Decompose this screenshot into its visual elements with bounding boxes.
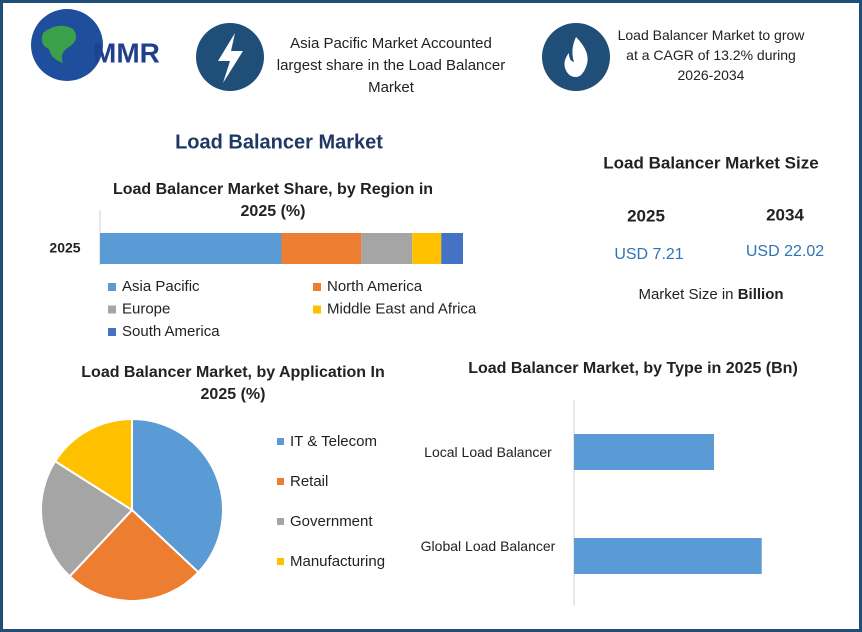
- legend-label: Manufacturing: [290, 553, 385, 570]
- legend-label: Government: [290, 513, 373, 530]
- chart-title: Load Balancer Market Share, by Region in…: [112, 181, 434, 220]
- legend-label: Middle East and Africa: [327, 300, 477, 317]
- main-title: Load Balancer Market: [175, 131, 383, 153]
- legend-swatch: [277, 558, 284, 565]
- size-title: Load Balancer Market Size: [603, 153, 818, 172]
- category-label: Global Load Balancer: [420, 538, 556, 554]
- graphics: MMR Load Balancer Market Load Balancer M…: [31, 9, 824, 606]
- bar: [574, 538, 762, 574]
- chart-title: Load Balancer Market, by Application In …: [81, 364, 385, 403]
- legend-label: Asia Pacific: [122, 278, 200, 295]
- note-unit: Billion: [738, 286, 784, 303]
- legend-label: IT & Telecom: [290, 433, 377, 450]
- legend-label: North America: [327, 278, 423, 295]
- legend-swatch: [108, 305, 116, 314]
- flame-icon: [564, 37, 588, 77]
- legend-swatch: [108, 328, 116, 336]
- fact-text: Asia Pacific Market Accounted largest sh…: [276, 35, 506, 96]
- bar-segment: [361, 233, 413, 264]
- legend-swatch: [108, 283, 116, 291]
- logo-text: MMR: [93, 37, 160, 68]
- size-year: 2025: [627, 206, 665, 225]
- category-label: Local Load Balancer: [424, 444, 552, 460]
- pie-slice: [131, 417, 224, 574]
- legend-swatch: [313, 305, 321, 314]
- pie-slice: [53, 417, 133, 512]
- size-year: 2034: [766, 205, 804, 224]
- category-label: 2025: [49, 240, 80, 256]
- size-value: USD 22.02: [746, 243, 824, 260]
- bar: [574, 434, 714, 470]
- size-value: USD 7.21: [614, 246, 683, 263]
- legend-swatch: [277, 518, 284, 525]
- legend-swatch: [277, 478, 284, 485]
- size-note: Market Size in Billion: [638, 286, 783, 303]
- lightning-icon: [218, 33, 243, 83]
- legend-label: Europe: [122, 300, 170, 317]
- fact-text: Load Balancer Market to grow at a CAGR o…: [617, 27, 805, 83]
- legend-label: Retail: [290, 473, 328, 490]
- bar-segment: [281, 233, 362, 264]
- pie-slice: [40, 459, 134, 578]
- bar-segment: [441, 233, 463, 264]
- pie-slice: [68, 508, 200, 602]
- legend-swatch: [277, 438, 284, 445]
- note-text: Market Size in: [638, 286, 733, 303]
- bar-segment: [100, 233, 282, 264]
- legend-swatch: [313, 283, 321, 291]
- chart-title: Load Balancer Market, by Type in 2025 (B…: [468, 360, 798, 377]
- logo-land: [41, 25, 77, 63]
- legend-label: South America: [122, 323, 220, 340]
- bar-segment: [412, 233, 442, 264]
